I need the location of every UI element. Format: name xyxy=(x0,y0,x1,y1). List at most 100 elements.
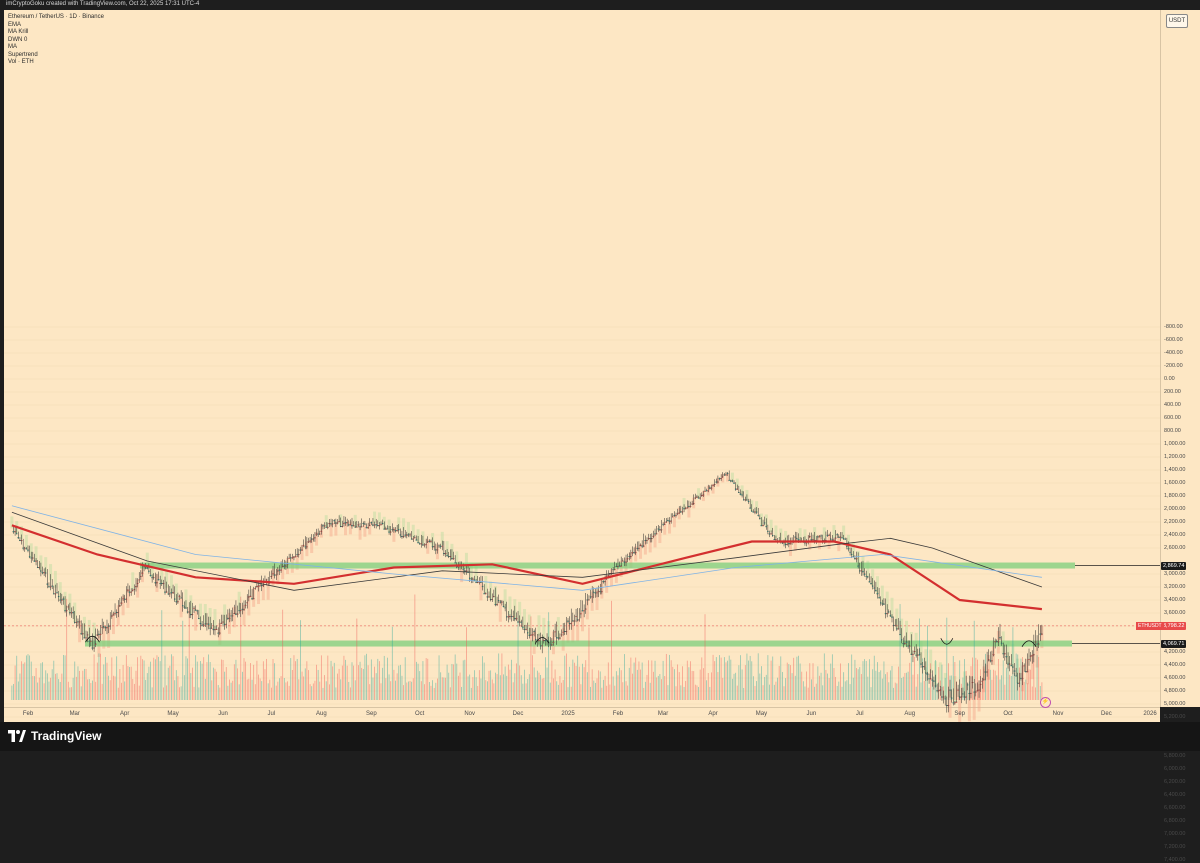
volume-bar xyxy=(899,604,901,700)
price-axis-label: 1,800.00 xyxy=(1164,493,1186,499)
volume-bar xyxy=(84,668,85,700)
volume-bar xyxy=(715,657,717,700)
volume-bar xyxy=(121,682,122,700)
currency-unit-label[interactable]: USDT xyxy=(1166,14,1188,28)
volume-bar xyxy=(849,684,851,700)
candle-body xyxy=(586,599,589,601)
chart-canvas[interactable] xyxy=(0,0,1200,751)
volume-bar xyxy=(996,675,998,700)
volume-bar xyxy=(137,657,139,700)
volume-bar xyxy=(440,672,442,700)
volume-bar xyxy=(740,655,741,700)
volume-bar xyxy=(811,679,812,700)
supertrend-band xyxy=(329,523,333,537)
volume-bar xyxy=(1033,653,1035,700)
candle-body xyxy=(938,690,940,692)
candle-body xyxy=(1017,682,1019,684)
volume-bar xyxy=(319,681,321,700)
volume-bar xyxy=(122,665,124,700)
volume-bar xyxy=(577,655,579,700)
candle-body xyxy=(796,537,798,539)
volume-bar xyxy=(638,661,640,700)
legend-indicator-supertrend[interactable]: Supertrend xyxy=(8,51,38,58)
volume-bar xyxy=(736,685,738,700)
tradingview-logo[interactable]: TradingView xyxy=(8,729,101,743)
volume-bar xyxy=(799,663,801,700)
candle-body xyxy=(797,539,800,541)
candle-body xyxy=(726,472,729,474)
volume-bar xyxy=(151,687,153,700)
candle-body xyxy=(238,610,240,612)
legend-indicator-ma[interactable]: MA xyxy=(8,44,17,50)
supertrend-band xyxy=(58,582,62,600)
price-axis[interactable] xyxy=(1160,10,1200,707)
candle-body xyxy=(82,633,84,635)
volume-bar xyxy=(453,664,454,700)
volume-bar xyxy=(622,682,624,700)
plot-area[interactable] xyxy=(4,10,1160,707)
candle-body xyxy=(896,628,898,630)
candle-body xyxy=(70,612,73,614)
candle-body xyxy=(996,641,998,643)
price-axis-label: 5,800.00 xyxy=(1164,753,1186,759)
volume-bar xyxy=(430,685,432,700)
legend-indicator-dwn[interactable]: DWN 0 xyxy=(8,36,28,43)
candle-body xyxy=(14,531,16,533)
legend-indicator-volume[interactable]: Vol · ETH xyxy=(8,59,34,65)
volume-bar xyxy=(802,681,804,700)
candle-body xyxy=(138,579,140,581)
price-axis-label: 4,800.00 xyxy=(1164,688,1186,694)
volume-bar xyxy=(127,666,129,700)
legend-symbol[interactable]: Ethereum / TetherUS · 1D · Binance xyxy=(8,14,104,20)
lightning-icon[interactable]: ⚡ xyxy=(1040,697,1051,708)
candle-body xyxy=(124,598,126,600)
candle-body xyxy=(178,595,181,597)
time-axis[interactable] xyxy=(4,707,1160,723)
supertrend-band xyxy=(866,560,870,577)
supertrend-band xyxy=(658,529,662,544)
volume-bar xyxy=(387,657,388,700)
candle-body xyxy=(839,536,842,538)
candle-body xyxy=(496,604,498,606)
volume-bar xyxy=(287,681,288,700)
volume-bar xyxy=(569,666,571,700)
candle-body xyxy=(520,621,522,623)
candle-body xyxy=(680,511,682,513)
volume-bar xyxy=(113,675,114,700)
volume-bar xyxy=(461,686,463,700)
supertrend-band xyxy=(522,609,526,630)
volume-bar xyxy=(617,675,619,700)
volume-bar xyxy=(480,678,482,700)
candle-body xyxy=(141,572,144,574)
volume-bar xyxy=(208,654,209,700)
supertrend-band xyxy=(1030,654,1034,680)
candle-body xyxy=(336,522,339,524)
legend-indicator-ma-krill[interactable]: MA Krill xyxy=(8,29,29,35)
candle-body xyxy=(955,701,958,703)
candle-body xyxy=(1004,653,1006,655)
price-axis-label: 200.00 xyxy=(1164,389,1181,395)
candle-body xyxy=(1005,656,1008,658)
candle-body xyxy=(48,586,50,588)
candle-body xyxy=(527,632,529,634)
volume-bar xyxy=(870,687,872,700)
candle-body xyxy=(981,680,983,682)
price-axis-label: 1,200.00 xyxy=(1164,454,1186,460)
price-axis-label: 3,200.00 xyxy=(1164,584,1186,590)
volume-bar xyxy=(778,665,780,700)
legend-indicator-ema[interactable]: EMA xyxy=(8,21,22,28)
volume-bar xyxy=(907,671,909,700)
supertrend-band xyxy=(34,546,38,561)
volume-bar xyxy=(358,665,359,700)
volume-bar xyxy=(567,687,569,700)
volume-bar xyxy=(696,685,698,700)
volume-bar xyxy=(295,661,296,700)
candle-body xyxy=(320,530,323,532)
volume-bar xyxy=(754,685,756,700)
candle-body xyxy=(672,516,674,518)
candle-body xyxy=(90,640,92,642)
candle-body xyxy=(51,585,53,587)
candle-body xyxy=(989,660,992,662)
volume-bar xyxy=(643,687,645,700)
candle-body xyxy=(588,599,590,601)
